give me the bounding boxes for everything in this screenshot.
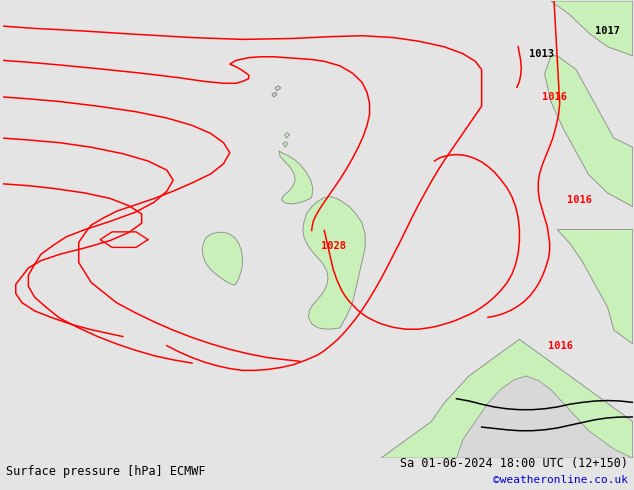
Polygon shape	[285, 133, 290, 138]
Text: 1017: 1017	[595, 25, 620, 36]
Text: Surface pressure [hPa] ECMWF: Surface pressure [hPa] ECMWF	[6, 465, 206, 478]
Text: 1016: 1016	[541, 92, 567, 102]
Text: 1016: 1016	[548, 341, 573, 351]
Polygon shape	[279, 151, 313, 204]
Polygon shape	[303, 196, 365, 329]
Text: 1028: 1028	[321, 241, 346, 250]
Text: 1016: 1016	[567, 195, 592, 205]
Text: 1013: 1013	[529, 49, 554, 58]
Polygon shape	[283, 142, 288, 147]
Polygon shape	[557, 229, 633, 344]
Polygon shape	[545, 56, 633, 207]
Polygon shape	[381, 339, 633, 458]
Polygon shape	[202, 232, 242, 285]
Text: Sa 01-06-2024 18:00 UTC (12+150): Sa 01-06-2024 18:00 UTC (12+150)	[399, 457, 628, 470]
Polygon shape	[551, 1, 633, 56]
Text: ©weatheronline.co.uk: ©weatheronline.co.uk	[493, 475, 628, 485]
Polygon shape	[456, 376, 633, 458]
